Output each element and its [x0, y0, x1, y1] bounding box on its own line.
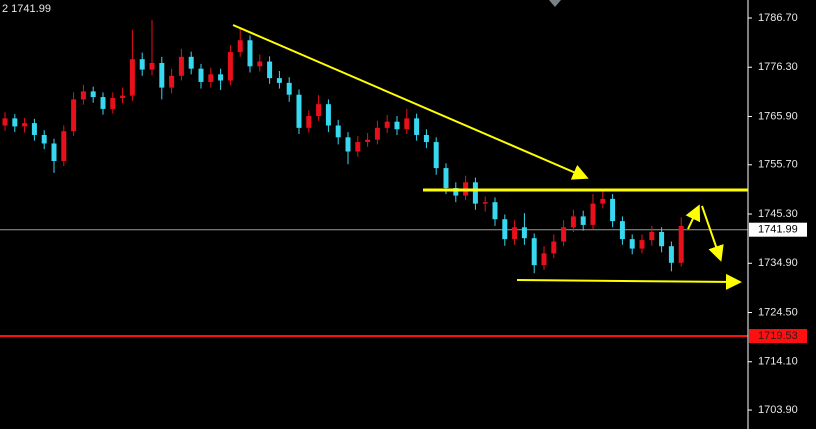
candle-body	[41, 134, 47, 144]
candle-body	[570, 216, 576, 228]
candle-body	[149, 62, 155, 70]
candle-body	[51, 143, 57, 161]
candle-body	[590, 203, 596, 225]
candle-body	[580, 216, 586, 225]
candle-body	[218, 74, 224, 81]
candle-body	[71, 99, 77, 132]
scroll-marker	[549, 0, 561, 7]
y-tick-label: 1776.30	[758, 61, 798, 73]
last-price-box	[749, 222, 807, 237]
candle-body	[443, 168, 449, 188]
candle-body	[629, 239, 635, 249]
candle-body	[129, 59, 135, 96]
candle-body	[531, 238, 537, 266]
candle-body	[286, 82, 292, 95]
candle-body	[90, 91, 96, 98]
up-arrow	[685, 204, 701, 230]
candle-body	[561, 227, 567, 242]
candle-body	[169, 75, 175, 88]
candle-body	[61, 131, 67, 161]
candle-body	[502, 219, 508, 240]
candle-body	[345, 137, 351, 152]
candle-body	[551, 241, 557, 254]
candle-body	[423, 134, 429, 143]
candle-body	[80, 91, 86, 100]
y-tick-label: 1703.90	[758, 404, 798, 416]
candle-body	[384, 121, 390, 128]
candle-body	[159, 62, 165, 88]
candle-body	[619, 221, 625, 240]
header-text: 2 1741.99	[2, 3, 51, 15]
y-tick-label: 1765.90	[758, 110, 798, 122]
candle-body	[453, 187, 459, 196]
down-arrow	[701, 205, 724, 262]
candle-body	[355, 142, 361, 152]
candle-body	[492, 202, 498, 220]
candle-body	[472, 182, 478, 204]
candle-body	[541, 253, 547, 266]
candle-body	[521, 227, 527, 239]
candle-body	[227, 52, 233, 81]
y-tick-label: 1755.70	[758, 159, 798, 171]
candle-body	[139, 59, 145, 70]
candle-body	[374, 127, 380, 140]
trend-arrow	[232, 24, 589, 180]
candle-body	[335, 125, 341, 138]
candle-body	[208, 74, 214, 82]
candle-body	[512, 227, 518, 240]
y-tick-label: 1786.70	[758, 12, 798, 24]
last-price-label: 1741.99	[758, 224, 798, 236]
candle-body	[325, 104, 331, 126]
candle-body	[296, 94, 302, 128]
candle-body	[639, 240, 645, 249]
candle-body	[610, 198, 616, 222]
candle-body	[659, 232, 665, 247]
candle-body	[394, 121, 400, 130]
candle-body	[649, 232, 655, 241]
candle-body	[482, 202, 488, 204]
candle-body	[678, 225, 684, 263]
candle-body	[247, 40, 253, 67]
candle-body	[257, 61, 263, 67]
candle-body	[414, 118, 420, 135]
candle-body	[2, 118, 8, 126]
candle-body	[433, 142, 439, 169]
alert-level-box	[749, 329, 807, 344]
candle-body	[600, 198, 606, 204]
y-tick-label: 1745.30	[758, 208, 798, 220]
candle-body	[237, 40, 243, 53]
candle-body	[110, 98, 116, 109]
candle-body	[12, 118, 18, 127]
candle-body	[316, 104, 322, 117]
candle-body	[276, 78, 282, 83]
support-arrow	[516, 273, 742, 290]
candle-body	[306, 116, 312, 128]
candle-body	[267, 61, 273, 79]
candle-body	[188, 56, 194, 69]
annotations	[232, 24, 748, 290]
candle-body	[178, 56, 184, 76]
y-tick-label: 1734.90	[758, 257, 798, 269]
y-tick-label: 1714.10	[758, 356, 798, 368]
candle-body	[365, 139, 371, 143]
candle-body	[22, 123, 28, 127]
alert-level-label: 1719.53	[758, 330, 798, 342]
y-tick-label: 1724.50	[758, 306, 798, 318]
candle-body	[31, 123, 37, 135]
candle-body	[404, 118, 410, 130]
candle-body	[120, 95, 126, 99]
candle-body	[198, 68, 204, 82]
candle-body	[668, 246, 674, 263]
candle-body	[100, 97, 106, 109]
